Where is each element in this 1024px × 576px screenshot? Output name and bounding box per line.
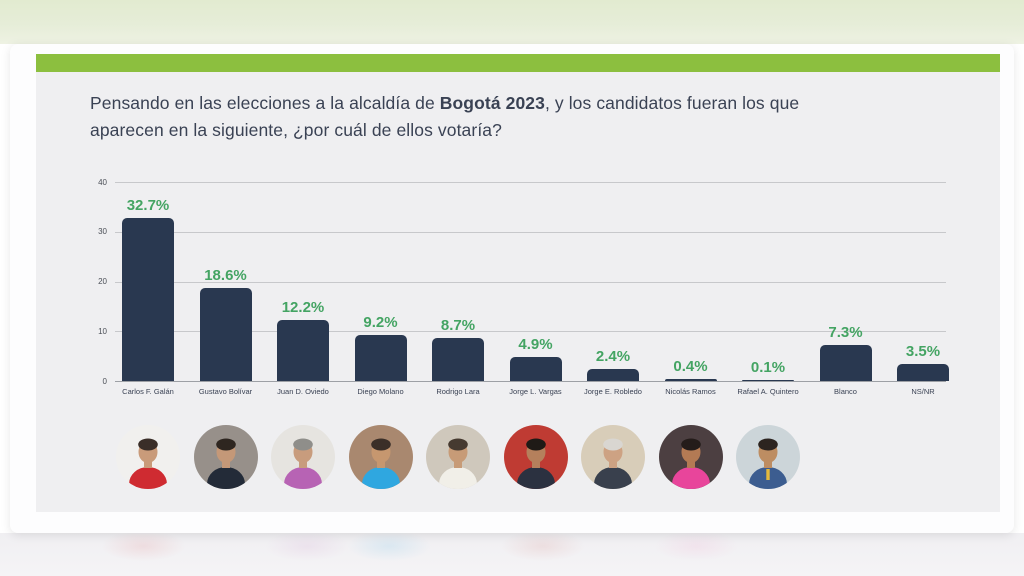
candidate-photo (736, 425, 800, 489)
y-axis-tick-label: 10 (98, 326, 107, 336)
bar (122, 218, 174, 381)
bar-value-label: 3.5% (905, 342, 941, 360)
bar (664, 379, 717, 381)
x-axis-category-label: Jorge L. Vargas (509, 387, 562, 396)
bar (432, 337, 484, 381)
x-axis-category-label: Blanco (834, 387, 857, 396)
candidate-photo (503, 425, 568, 489)
bar (199, 288, 252, 381)
bar (509, 356, 562, 381)
gridline-y10 (115, 331, 946, 333)
candidate-photo (348, 425, 413, 489)
candidate-photo (426, 425, 490, 489)
gridline-y40 (115, 182, 946, 183)
card-accent-bar (36, 54, 1000, 72)
y-axis-tick-label: 0 (102, 376, 107, 386)
candidate-photo (193, 425, 258, 489)
y-axis-tick-label: 30 (98, 227, 107, 237)
gridline-y30 (115, 231, 946, 233)
bar-value-label: 32.7% (126, 197, 170, 215)
question-text-bold: Bogotá 2023 (439, 93, 545, 113)
bar-value-label: 8.7% (440, 316, 476, 334)
question-text-end: , y los candidatos fueran los que aparec… (90, 93, 800, 140)
x-axis-category-label: Gustavo Bolívar (198, 387, 253, 396)
question-text-start: Pensando en las elecciones a la alcaldía… (90, 93, 440, 113)
gridline-y0 (115, 381, 946, 382)
bar (742, 380, 794, 381)
bar-value-label: 9.2% (363, 314, 398, 332)
gridline-y20 (115, 281, 946, 283)
candidate-photo (658, 425, 723, 489)
y-axis-tick-label: 40 (98, 177, 107, 187)
candidate-photo (581, 425, 645, 489)
bar (277, 320, 329, 381)
x-axis-category-label: Jorge E. Robledo (584, 387, 642, 396)
bar-value-label: 4.9% (518, 335, 553, 353)
bar-value-label: 0.4% (673, 358, 708, 375)
x-axis-category-label: Juan D. Oviedo (277, 387, 329, 396)
bar-value-label: 18.6% (204, 267, 247, 285)
bar (819, 344, 872, 381)
bar-value-label: 0.1% (750, 359, 786, 376)
bar (897, 363, 949, 381)
top-background-band (0, 0, 1024, 44)
bar-value-label: 2.4% (595, 348, 631, 366)
bar (587, 369, 639, 381)
y-axis-tick-label: 20 (98, 277, 107, 286)
x-axis-category-label: Diego Molano (357, 387, 404, 396)
x-axis-category-label: Rodrigo Lara (436, 387, 480, 396)
survey-question: Pensando en las elecciones a la alcaldía… (90, 90, 850, 144)
report-page: Pensando en las elecciones a la alcaldía… (10, 44, 1014, 533)
candidate-photo (271, 425, 335, 489)
bar-value-label: 7.3% (828, 323, 863, 341)
chart-card: Pensando en las elecciones a la alcaldía… (36, 54, 1000, 512)
x-axis-category-label: Rafael A. Quintero (737, 387, 799, 396)
x-axis-category-label: Carlos F. Galán (122, 387, 174, 396)
candidate-photo (116, 425, 180, 489)
x-axis-category-label: Nicolás Ramos (665, 387, 716, 396)
bar (354, 335, 407, 381)
bar-value-label: 12.2% (281, 299, 325, 317)
x-axis-category-label: NS/NR (911, 387, 935, 396)
bottom-background-band (0, 533, 1024, 576)
